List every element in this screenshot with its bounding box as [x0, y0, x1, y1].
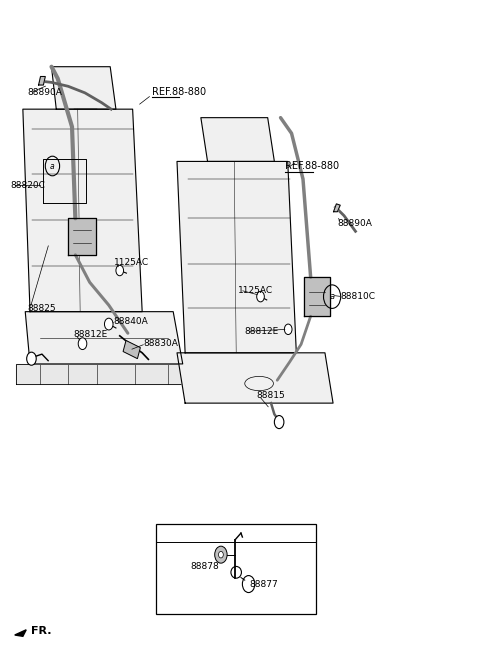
Polygon shape	[68, 218, 96, 255]
Polygon shape	[38, 77, 45, 85]
Text: 88812E: 88812E	[245, 327, 279, 336]
Circle shape	[78, 338, 87, 350]
Bar	[123, 340, 140, 359]
Circle shape	[257, 291, 264, 302]
Text: 88877: 88877	[250, 579, 278, 588]
Text: a: a	[50, 161, 55, 171]
Circle shape	[275, 415, 284, 428]
Text: REF.88-880: REF.88-880	[285, 161, 339, 171]
Polygon shape	[334, 204, 340, 212]
Polygon shape	[23, 109, 142, 312]
Polygon shape	[177, 353, 333, 403]
Polygon shape	[304, 277, 330, 316]
Polygon shape	[25, 312, 183, 364]
Text: 88815: 88815	[257, 392, 286, 400]
Circle shape	[284, 324, 292, 335]
Text: REF.88-880: REF.88-880	[152, 87, 206, 96]
Text: 88890A: 88890A	[338, 219, 372, 228]
Text: 1125AC: 1125AC	[238, 285, 273, 295]
Circle shape	[105, 318, 113, 330]
Bar	[156, 524, 316, 614]
Text: 88890A: 88890A	[28, 89, 62, 97]
Text: 88878: 88878	[190, 562, 219, 571]
Circle shape	[27, 352, 36, 365]
Text: 88820C: 88820C	[10, 181, 45, 190]
Text: a: a	[166, 530, 170, 536]
Text: a: a	[330, 292, 335, 301]
Polygon shape	[177, 161, 296, 353]
Polygon shape	[51, 67, 116, 109]
Circle shape	[215, 546, 227, 563]
Text: 88810C: 88810C	[340, 292, 375, 301]
Text: 1125AC: 1125AC	[114, 258, 149, 267]
Text: 88830A: 88830A	[144, 339, 179, 348]
Text: FR.: FR.	[31, 626, 51, 636]
Polygon shape	[15, 630, 26, 636]
Polygon shape	[16, 364, 192, 384]
Polygon shape	[201, 117, 275, 161]
Text: 88840A: 88840A	[114, 317, 148, 326]
Circle shape	[218, 552, 223, 558]
Text: 88825: 88825	[28, 304, 56, 313]
Text: 88812E: 88812E	[73, 330, 107, 339]
Circle shape	[116, 265, 123, 276]
